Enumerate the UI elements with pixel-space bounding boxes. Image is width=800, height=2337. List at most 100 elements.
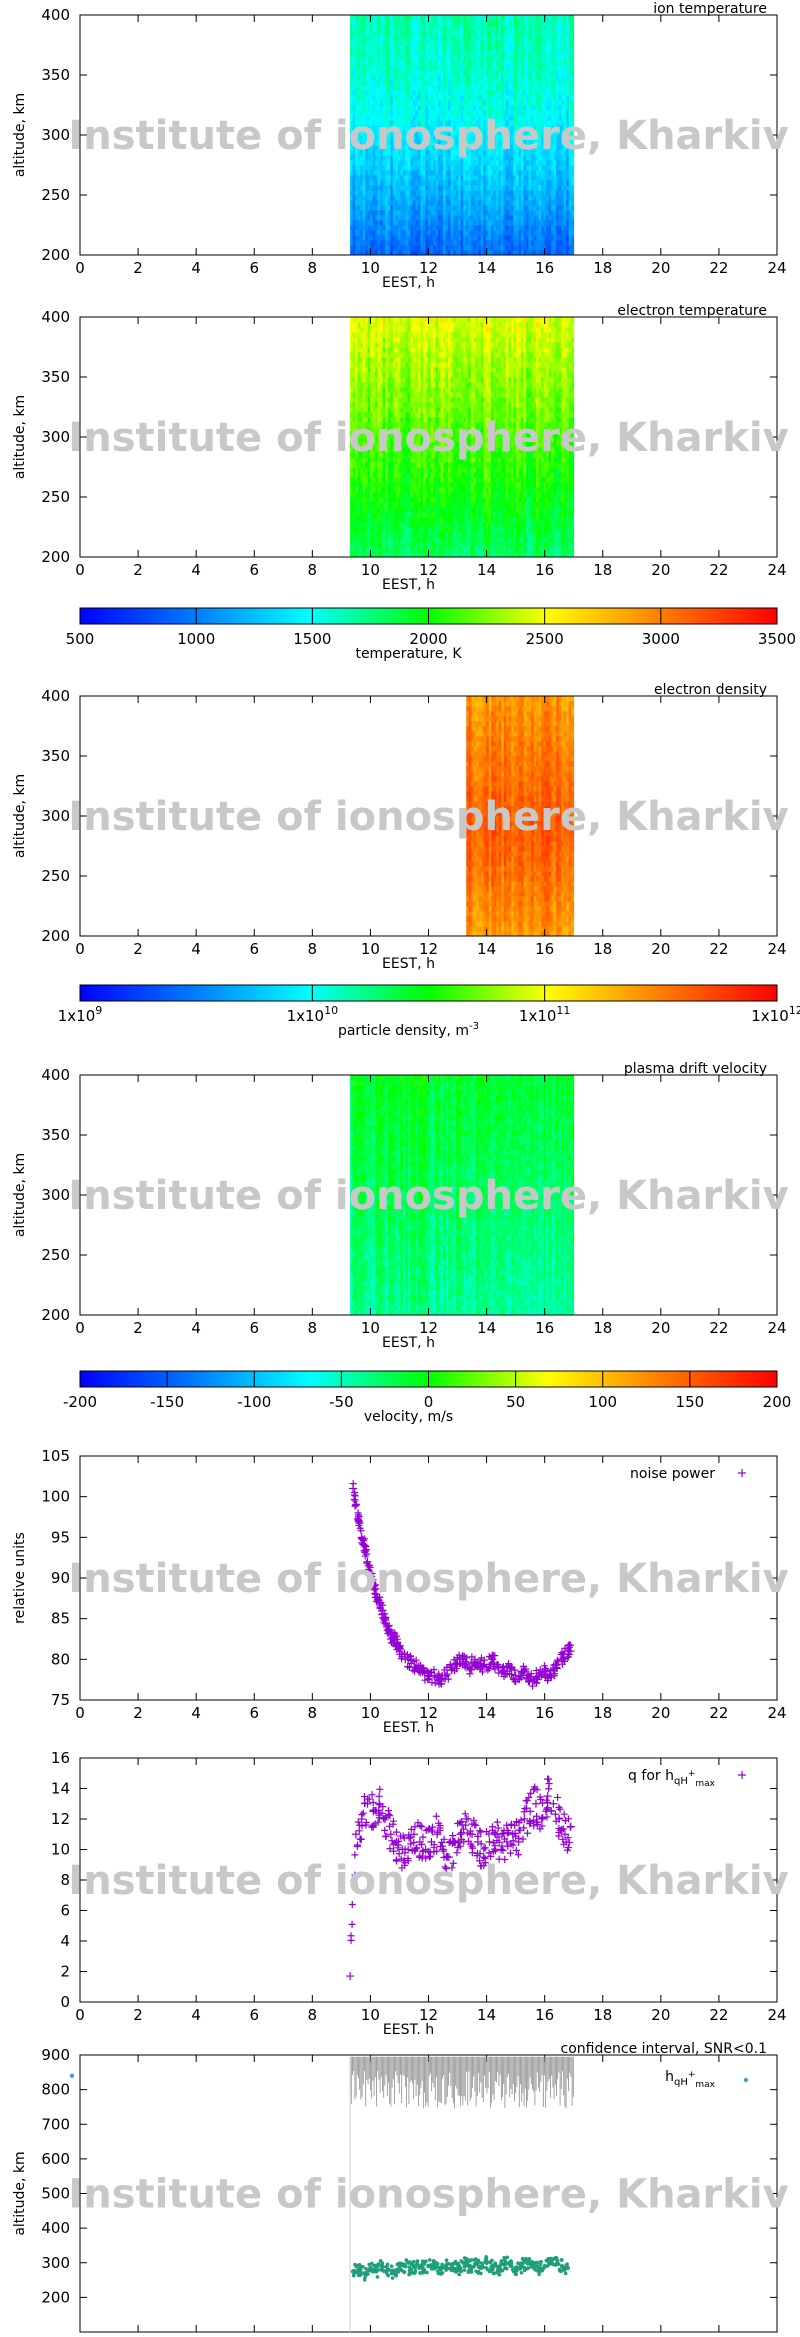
heatmap-cell — [523, 1310, 527, 1316]
heatmap-cell — [558, 1220, 562, 1226]
heatmap-cell — [501, 716, 505, 722]
heatmap-cell — [377, 1130, 381, 1136]
heatmap-cell — [568, 1265, 572, 1271]
heatmap-cell — [460, 1220, 464, 1226]
heatmap-cell — [551, 1245, 554, 1251]
heatmap-cell — [483, 1160, 487, 1166]
heatmap-cell — [520, 1080, 524, 1086]
heatmap-cell — [491, 766, 495, 772]
heatmap-cell — [470, 1285, 474, 1291]
heatmap-cell — [453, 1115, 457, 1121]
heatmap-cell — [440, 1205, 444, 1211]
heatmap-cell — [468, 721, 472, 727]
heatmap-cell — [498, 1195, 502, 1201]
heatmap-cell — [405, 1095, 409, 1101]
heatmap-cell — [400, 1225, 404, 1231]
heatmap-cell — [362, 1200, 366, 1206]
heatmap-cell — [503, 921, 507, 927]
heatmap-cell — [530, 1300, 534, 1306]
heatmap-cell — [382, 1265, 386, 1271]
heatmap-cell — [435, 1265, 439, 1271]
heatmap-cell — [488, 1310, 492, 1316]
heatmap-cell — [433, 1165, 436, 1171]
heatmap-cell — [387, 1145, 391, 1151]
heatmap-cell — [546, 1190, 549, 1196]
heatmap-cell — [553, 1275, 557, 1281]
heatmap-cell — [463, 1305, 467, 1311]
heatmap-cell — [481, 931, 485, 937]
heatmap-cell — [355, 1215, 359, 1221]
heatmap-cell — [478, 721, 482, 727]
heatmap-cell — [417, 1105, 421, 1111]
heatmap-cell — [478, 831, 482, 837]
heatmap-cell — [412, 1240, 416, 1246]
heatmap-cell — [525, 1110, 529, 1116]
heatmap-cell — [483, 901, 487, 907]
heatmap-cell — [571, 1215, 575, 1221]
heatmap-cell — [372, 1090, 376, 1096]
heatmap-cell — [478, 1175, 482, 1181]
heatmap-cell — [360, 1225, 364, 1231]
heatmap-cell — [380, 1110, 384, 1116]
heatmap-cell — [390, 1285, 394, 1291]
heatmap-cell — [397, 1185, 401, 1191]
heatmap-cell — [488, 1300, 492, 1306]
heatmap-cell — [500, 1155, 504, 1161]
heatmap-cell — [491, 926, 495, 932]
heatmap-cell — [530, 1210, 534, 1216]
heatmap-cell — [412, 1125, 416, 1131]
heatmap-cell — [450, 1255, 454, 1261]
heatmap-cell — [357, 1290, 361, 1296]
heatmap-cell — [548, 1195, 552, 1201]
heatmap-cell — [493, 736, 497, 742]
heatmap-cell — [561, 1235, 565, 1241]
heatmap-cell — [561, 1205, 565, 1211]
heatmap-cell — [453, 1190, 457, 1196]
heatmap-cell — [382, 1235, 386, 1241]
heatmap-cell — [375, 1115, 379, 1121]
heatmap-cell — [357, 1210, 361, 1216]
heatmap-cell — [503, 1200, 507, 1206]
heatmap-cell — [543, 1205, 547, 1211]
heatmap-cell — [412, 1200, 416, 1206]
heatmap-cell — [533, 1115, 537, 1121]
heatmap-cell — [412, 1280, 416, 1286]
heatmap-cell — [488, 1145, 492, 1151]
heatmap-cell — [412, 1275, 416, 1281]
heatmap-cell — [422, 1285, 426, 1291]
heatmap-cell — [536, 1195, 539, 1201]
heatmap-cell — [473, 756, 477, 762]
heatmap-cell — [541, 1180, 544, 1186]
heatmap-cell — [370, 1210, 374, 1216]
heatmap-cell — [528, 1175, 532, 1181]
heatmap-cell — [571, 1105, 575, 1111]
heatmap-cell — [493, 1310, 497, 1316]
heatmap-cell — [360, 1130, 364, 1136]
heatmap-cell — [493, 721, 497, 727]
heatmap-cell — [365, 1190, 369, 1196]
heatmap-cell — [481, 711, 485, 717]
heatmap-cell — [382, 1280, 386, 1286]
heatmap-cell — [438, 1210, 441, 1216]
heatmap-cell — [543, 1265, 547, 1271]
heatmap-cell — [525, 1295, 529, 1301]
heatmap-cell — [515, 1285, 519, 1291]
heatmap-cell — [412, 1110, 416, 1116]
heatmap-cell — [440, 1225, 444, 1231]
heatmap-cell — [402, 1175, 406, 1181]
heatmap-cell — [420, 1190, 424, 1196]
heatmap-cell — [515, 1210, 519, 1216]
heatmap-cell — [558, 1165, 562, 1171]
heatmap-cell — [543, 1190, 547, 1196]
heatmap-cell — [498, 1260, 502, 1266]
heatmap-cell — [430, 1270, 434, 1276]
heatmap-cell — [483, 1100, 487, 1106]
heatmap-cell — [475, 1255, 479, 1261]
heatmap-cell — [473, 771, 477, 777]
heatmap-cell — [448, 1120, 451, 1126]
heatmap-cell — [448, 1170, 451, 1176]
heatmap-cell — [508, 1280, 512, 1286]
heatmap-cell — [415, 1115, 419, 1121]
heatmap-cell — [460, 1280, 464, 1286]
heatmap-cell — [407, 1285, 411, 1291]
